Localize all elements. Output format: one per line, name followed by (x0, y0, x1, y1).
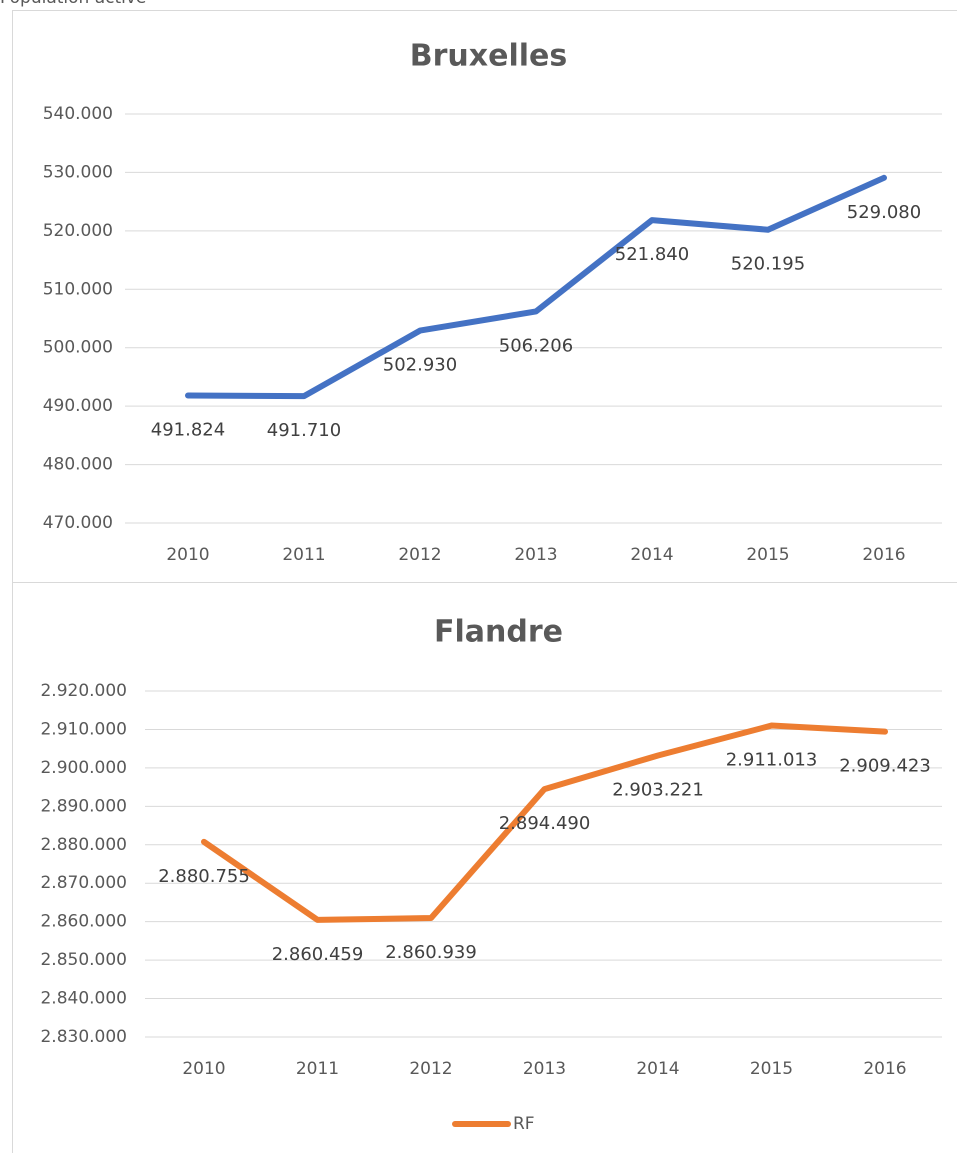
data-label: 2.911.013 (726, 750, 818, 771)
data-label: 2.909.423 (839, 756, 931, 777)
legend-label: RF (513, 1114, 535, 1134)
data-label: 502.930 (383, 355, 457, 376)
y-tick-label: 2.880.000 (40, 835, 127, 855)
x-tick-label: 2013 (523, 1059, 566, 1079)
y-tick-label: 2.840.000 (40, 989, 127, 1009)
y-tick-label: 480.000 (43, 455, 113, 475)
data-label: 491.710 (267, 420, 341, 441)
y-tick-label: 2.870.000 (40, 873, 127, 893)
data-label: 521.840 (615, 244, 689, 265)
data-label: 2.894.490 (499, 813, 591, 834)
data-label: 491.824 (151, 419, 225, 440)
y-tick-label: 2.860.000 (40, 912, 127, 932)
y-tick-label: 540.000 (43, 104, 113, 124)
y-tick-label: 500.000 (43, 338, 113, 358)
y-tick-label: 520.000 (43, 221, 113, 241)
data-label: 2.860.459 (272, 944, 364, 965)
y-tick-label: 2.850.000 (40, 950, 127, 970)
x-tick-label: 2013 (514, 545, 557, 565)
page-title: Population active (0, 0, 146, 8)
data-label: 2.880.755 (158, 866, 250, 887)
data-label: 529.080 (847, 202, 921, 223)
x-tick-label: 2010 (166, 545, 209, 565)
y-tick-label: 510.000 (43, 279, 113, 299)
data-line (188, 178, 884, 396)
data-label: 2.860.939 (385, 942, 477, 963)
x-tick-label: 2011 (282, 545, 325, 565)
y-tick-label: 470.000 (43, 513, 113, 533)
y-tick-label: 490.000 (43, 396, 113, 416)
y-tick-label: 2.830.000 (40, 1027, 127, 1047)
x-tick-label: 2016 (863, 1059, 906, 1079)
x-tick-label: 2014 (630, 545, 673, 565)
data-label: 2.903.221 (612, 780, 704, 801)
x-tick-label: 2015 (746, 545, 789, 565)
chart-title: Flandre (434, 615, 563, 650)
chart-frame (13, 11, 957, 583)
x-tick-label: 2015 (750, 1059, 793, 1079)
x-tick-label: 2016 (862, 545, 905, 565)
x-tick-label: 2012 (398, 545, 441, 565)
x-tick-label: 2014 (636, 1059, 679, 1079)
y-tick-label: 2.910.000 (40, 719, 127, 739)
x-tick-label: 2011 (296, 1059, 339, 1079)
y-tick-label: 2.900.000 (40, 758, 127, 778)
y-tick-label: 2.920.000 (40, 681, 127, 701)
data-label: 506.206 (499, 335, 573, 356)
x-tick-label: 2012 (409, 1059, 452, 1079)
chart-title: Bruxelles (410, 39, 568, 74)
y-tick-label: 2.890.000 (40, 796, 127, 816)
x-tick-label: 2010 (182, 1059, 225, 1079)
y-tick-label: 530.000 (43, 162, 113, 182)
data-label: 520.195 (731, 254, 805, 275)
